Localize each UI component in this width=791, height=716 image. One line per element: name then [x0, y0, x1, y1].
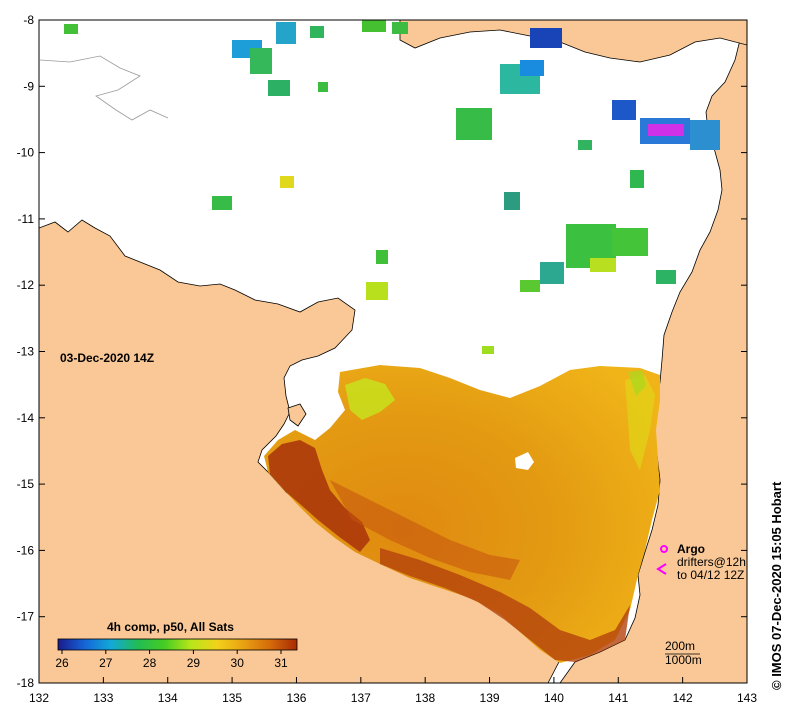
lon-tick-label: 139 [480, 691, 500, 705]
longitude-axis: 132 133 134 135 136 137 138 139 140 141 142 143 [29, 677, 757, 705]
lon-tick-label: 142 [673, 691, 693, 705]
lat-tick-label: -12 [17, 278, 35, 292]
sst-cool-patch-east-green [628, 370, 646, 396]
colorbar-tick-label: 30 [231, 656, 245, 670]
sst-cool-patch-north [345, 378, 395, 420]
lat-tick-label: -17 [17, 610, 35, 624]
colorbar-tick-label: 28 [143, 656, 157, 670]
latitude-axis: -8 -9 -10 -11 -12 -13 -14 -15 -16 -17 -18 [17, 13, 747, 690]
credit-text: © IMOS 07-Dec-2020 15:05 Hobart [769, 481, 784, 690]
timestamp-label: 03-Dec-2020 14Z [60, 351, 154, 365]
land-new-guinea [399, 20, 747, 63]
land-island-west [287, 403, 307, 427]
lon-tick-label: 132 [29, 691, 49, 705]
lat-tick-label: -10 [17, 146, 35, 160]
lat-tick-label: -15 [17, 477, 35, 491]
lon-tick-label: 137 [351, 691, 371, 705]
land-cape-york [559, 20, 747, 683]
legend-drifters-line1: drifters@12h [677, 555, 746, 569]
map-legend: Argo drifters@12h to 04/12 12Z 200m 1000… [656, 542, 746, 667]
legend-contour-200m: 200m [665, 639, 695, 653]
map-plot-area [39, 20, 747, 683]
colorbar-ticks: 26 27 28 29 30 31 [55, 650, 288, 670]
lon-tick-label: 135 [222, 691, 242, 705]
lat-tick-label: -18 [17, 676, 35, 690]
bathymetry-contour-200m [39, 55, 169, 121]
cloud-gap-gulf [515, 452, 534, 470]
legend-drifters-line2: to 04/12 12Z [677, 568, 744, 582]
sst-cool-patch-east [625, 375, 655, 470]
lon-tick-label: 133 [93, 691, 113, 705]
sst-scattered-patches [64, 20, 720, 354]
drifter-arrow-icon [656, 563, 667, 575]
lon-tick-label: 136 [286, 691, 306, 705]
lat-tick-label: -9 [23, 79, 34, 93]
colorbar: 4h comp, p50, All Sats 26 27 28 29 30 31 [55, 620, 298, 670]
argo-marker-icon [660, 545, 668, 553]
legend-contour-1000m: 1000m [665, 653, 702, 667]
colorbar-tick-label: 26 [55, 656, 69, 670]
lon-tick-label: 134 [158, 691, 178, 705]
colorbar-tick-label: 27 [99, 656, 113, 670]
lat-tick-label: -11 [18, 212, 35, 226]
colorbar-tick-label: 29 [187, 656, 201, 670]
lat-tick-label: -13 [17, 345, 35, 359]
sst-gulf-region [264, 365, 660, 663]
lon-tick-label: 140 [544, 691, 564, 705]
lat-tick-label: -16 [17, 543, 35, 557]
sst-warm-south [380, 548, 630, 662]
lon-tick-label: 143 [737, 691, 757, 705]
colorbar-title: 4h comp, p50, All Sats [107, 620, 234, 634]
lon-tick-label: 141 [608, 691, 628, 705]
legend-argo: Argo [677, 542, 705, 556]
sst-warm-west [268, 440, 370, 552]
lat-tick-label: -8 [23, 13, 34, 27]
colorbar-gradient [57, 638, 298, 651]
colorbar-tick-label: 31 [274, 656, 288, 670]
lon-tick-label: 138 [415, 691, 435, 705]
sst-warm-southwest [330, 480, 520, 580]
lat-tick-label: -14 [17, 411, 35, 425]
